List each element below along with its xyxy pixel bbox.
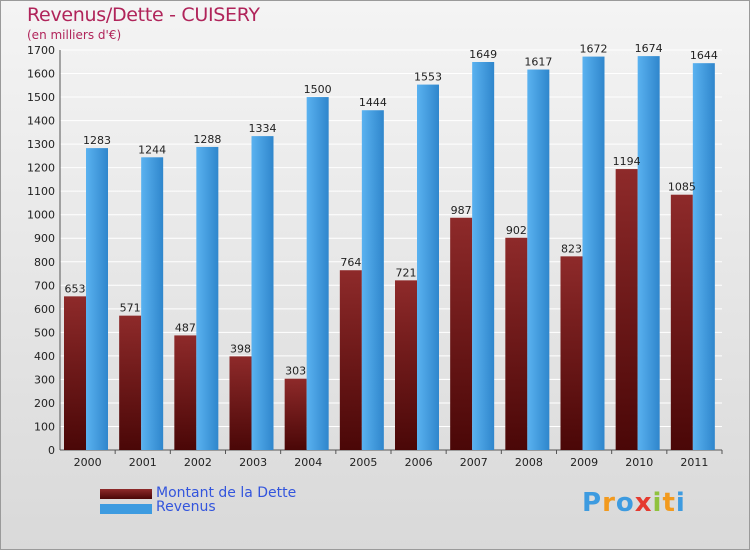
bar-revenus-2008 xyxy=(527,69,550,450)
data-label-dette: 487 xyxy=(175,321,196,334)
logo-letter: i xyxy=(652,488,663,518)
bar-dette-2008 xyxy=(505,237,528,450)
bar-revenus-2011 xyxy=(692,63,715,450)
bar-revenus-2003 xyxy=(251,136,274,450)
y-tick-label: 0 xyxy=(48,444,55,457)
data-label-dette: 398 xyxy=(230,342,251,355)
x-tick-label: 2005 xyxy=(349,456,377,469)
y-tick-label: 900 xyxy=(34,232,55,245)
data-label-dette: 721 xyxy=(396,266,417,279)
data-label-revenus: 1672 xyxy=(580,43,608,56)
data-labels: 653 1283 571 1244 487 1288 398 1334 303 1500 764 14… xyxy=(65,42,718,378)
logo-letter: P xyxy=(582,488,603,518)
x-tick-label: 2006 xyxy=(405,456,433,469)
data-label-revenus: 1644 xyxy=(690,49,718,62)
proxiti-logo: Proxiti xyxy=(582,488,686,518)
bar-revenus-2007 xyxy=(472,62,495,450)
bar-dette-2000 xyxy=(64,296,86,450)
x-tick-label: 2009 xyxy=(570,456,598,469)
logo-letter: o xyxy=(615,488,635,518)
x-tick-label: 2003 xyxy=(239,456,267,469)
legend-swatch-dette xyxy=(100,489,152,499)
bar-dette-2003 xyxy=(229,356,252,450)
data-label-dette: 823 xyxy=(561,242,582,255)
y-tick-label: 1700 xyxy=(27,44,55,57)
bar-dette-2002 xyxy=(174,335,197,450)
logo-letter: x xyxy=(634,488,653,518)
x-tick-label: 2007 xyxy=(460,456,488,469)
chart-subtitle: (en milliers d'€) xyxy=(27,28,122,42)
x-tick-label: 2004 xyxy=(294,456,322,469)
bar-dette-2004 xyxy=(284,378,307,450)
y-tick-label: 1500 xyxy=(27,91,55,104)
y-tick-label: 300 xyxy=(34,373,55,386)
data-label-revenus: 1553 xyxy=(414,71,442,84)
bar-revenus-2002 xyxy=(196,146,219,451)
data-label-revenus: 1288 xyxy=(193,133,221,146)
bar-dette-2007 xyxy=(450,217,473,450)
y-tick-label: 800 xyxy=(34,256,55,269)
data-label-dette: 571 xyxy=(120,302,141,315)
logo-letter: t xyxy=(662,488,676,518)
legend-label-dette: Montant de la Dette xyxy=(156,485,297,501)
bar-dette-2010 xyxy=(615,169,638,450)
y-tick-label: 1200 xyxy=(27,162,55,175)
data-label-revenus: 1283 xyxy=(83,134,111,147)
y-tick-label: 700 xyxy=(34,279,55,292)
bar-dette-2001 xyxy=(119,315,142,450)
bar-dette-2005 xyxy=(339,270,362,450)
y-tick-label: 400 xyxy=(34,350,55,363)
bar-dette-2006 xyxy=(395,280,417,450)
x-tick-label: 2002 xyxy=(184,456,212,469)
y-tick-label: 1000 xyxy=(27,209,55,222)
bar-revenus-2004 xyxy=(306,97,329,450)
bar-dette-2009 xyxy=(560,256,583,450)
x-tick-label: 2008 xyxy=(515,456,543,469)
data-label-revenus: 1244 xyxy=(138,143,166,156)
data-label-dette: 303 xyxy=(285,365,306,378)
x-tick-label: 2000 xyxy=(74,456,102,469)
data-label-revenus: 1500 xyxy=(304,83,332,96)
bar-revenus-2006 xyxy=(417,84,439,451)
chart-title: Revenus/Dette - CUISERY xyxy=(27,4,260,26)
y-tick-label: 1400 xyxy=(27,115,55,128)
bar-revenus-2001 xyxy=(141,157,164,450)
bar-revenus-2009 xyxy=(582,56,605,451)
data-label-dette: 1194 xyxy=(613,155,641,168)
data-label-revenus: 1649 xyxy=(469,48,497,61)
bar-revenus-2000 xyxy=(86,148,108,450)
grid xyxy=(60,49,722,451)
y-tick-label: 100 xyxy=(34,420,55,433)
data-label-revenus: 1674 xyxy=(635,42,663,55)
data-label-revenus: 1444 xyxy=(359,96,387,109)
data-label-dette: 764 xyxy=(340,256,361,269)
legend-label-revenus: Revenus xyxy=(156,499,216,515)
data-label-revenus: 1334 xyxy=(249,122,277,135)
y-tick-label: 600 xyxy=(34,303,55,316)
data-label-dette: 987 xyxy=(451,204,472,217)
axes: 0 100 200 300 400 500 600 700 800 900 1000 1100 1200… xyxy=(27,44,723,469)
bar-revenus-2005 xyxy=(361,110,384,450)
data-label-dette: 1085 xyxy=(668,181,696,194)
y-tick-label: 200 xyxy=(34,397,55,410)
data-label-revenus: 1617 xyxy=(524,56,552,69)
y-tick-label: 1600 xyxy=(27,68,55,81)
x-tick-label: 2010 xyxy=(625,456,653,469)
y-tick-label: 500 xyxy=(34,326,55,339)
bar-revenus-2010 xyxy=(637,56,660,450)
x-tick-label: 2001 xyxy=(129,456,157,469)
x-tick-label: 2011 xyxy=(680,456,708,469)
logo-letter: i xyxy=(675,488,686,518)
data-label-dette: 902 xyxy=(506,224,527,237)
bars xyxy=(64,56,715,451)
data-label-dette: 653 xyxy=(65,282,86,295)
bar-dette-2011 xyxy=(670,194,693,450)
legend-swatch-revenus xyxy=(100,504,152,514)
y-tick-label: 1100 xyxy=(27,185,55,198)
logo-letter: r xyxy=(602,488,616,518)
y-tick-label: 1300 xyxy=(27,138,55,151)
